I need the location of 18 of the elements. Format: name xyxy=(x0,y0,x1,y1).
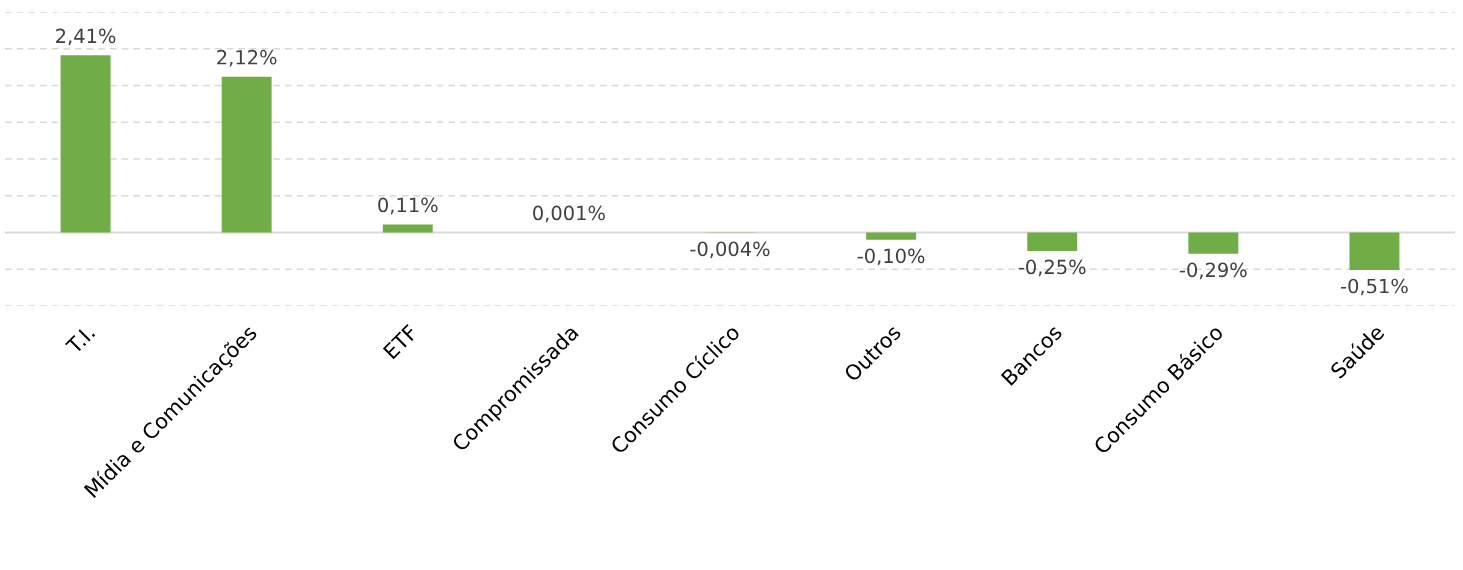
data-label: -0,004% xyxy=(690,241,770,259)
data-label: -0,25% xyxy=(1018,259,1086,277)
data-label: -0,51% xyxy=(1341,278,1408,296)
bar xyxy=(1027,232,1078,251)
bar xyxy=(866,232,917,240)
data-label: 0,001% xyxy=(533,205,605,223)
data-label: 0,11% xyxy=(378,197,438,215)
bar xyxy=(1349,232,1400,270)
data-label: -0,29% xyxy=(1179,262,1247,280)
data-label: 2,41% xyxy=(56,28,116,46)
bar xyxy=(382,224,433,233)
bar xyxy=(221,76,272,233)
bar xyxy=(60,55,111,233)
x-tick-label: T.I. xyxy=(65,324,96,355)
bar xyxy=(1188,232,1239,254)
x-tick-label: ETF xyxy=(382,323,419,360)
data-label: -0,10% xyxy=(857,248,925,266)
data-label: 2,12% xyxy=(217,49,277,67)
